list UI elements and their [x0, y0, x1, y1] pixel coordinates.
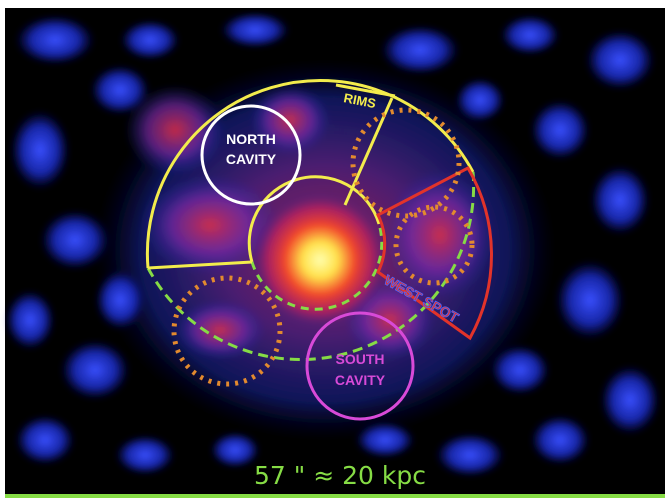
orange-dotted-circle-south	[171, 275, 283, 387]
outer-yellow-arc	[145, 79, 475, 269]
orange-dotted-circle-rims	[350, 107, 462, 219]
south-cavity-circle	[305, 311, 415, 421]
west-spot-sector	[376, 166, 493, 341]
orange-dotted-circle-west	[393, 204, 475, 286]
north-cavity-label-1: NORTH	[226, 131, 276, 147]
north-cavity-label-2: CAVITY	[226, 151, 277, 167]
north-cavity-circle	[200, 104, 302, 206]
xray-emission	[5, 12, 660, 477]
inner-green-dashed-arc	[250, 223, 384, 311]
south-cavity-label-1: SOUTH	[336, 351, 385, 367]
scale-bar-label: 57 " ≈ 20 kpc	[254, 461, 426, 490]
rims-sector-top	[335, 83, 396, 98]
inner-yellow-arc	[247, 175, 381, 263]
outer-green-dashed-arc	[146, 171, 476, 361]
south-cavity-label-2: CAVITY	[335, 372, 386, 388]
rims-label: RIMS	[342, 90, 377, 111]
yellow-west-boundary	[147, 260, 253, 270]
